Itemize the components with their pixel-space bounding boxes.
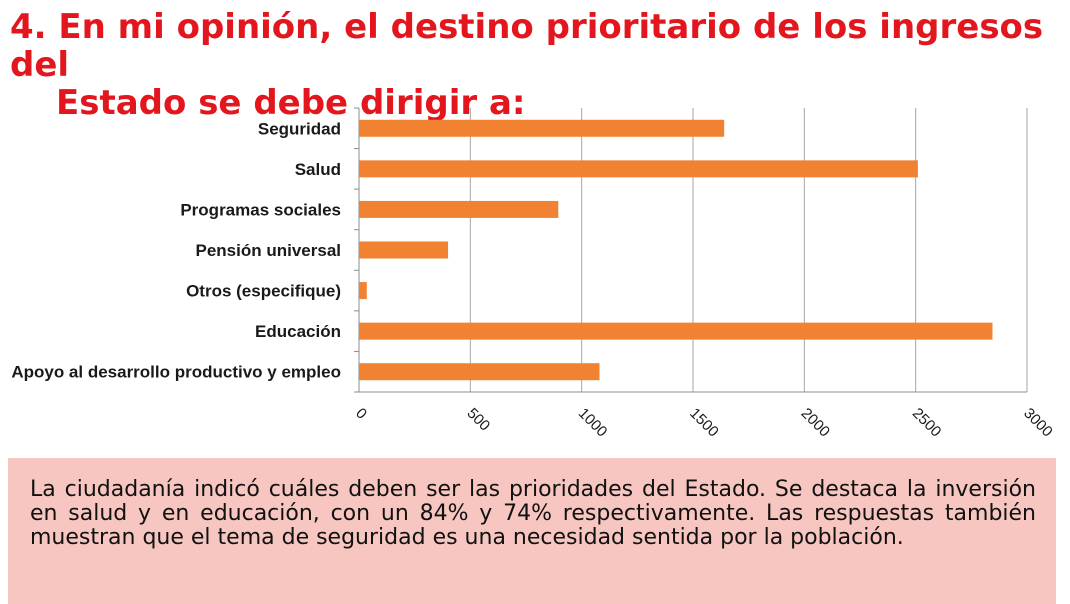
- summary-text: La ciudadanía indicó cuáles deben ser la…: [30, 477, 1036, 550]
- x-tick-label: 1500: [686, 405, 722, 441]
- summary-note: La ciudadanía indicó cuáles deben ser la…: [8, 458, 1056, 604]
- bar-0: [359, 119, 725, 137]
- title-line-2: Estado se debe dirigir a:: [56, 83, 526, 123]
- x-tick-label: 0: [352, 405, 370, 423]
- bar-3: [359, 241, 449, 259]
- category-label: Apoyo al desarrollo productivo y empleo: [11, 363, 341, 382]
- x-tick-label: 2500: [909, 405, 945, 441]
- category-label: Seguridad: [258, 119, 341, 138]
- bar-chart: Seguridad Salud Programas sociales Pensión …: [11, 107, 1056, 441]
- category-label: Educación: [255, 322, 341, 341]
- bar-1: [359, 160, 918, 178]
- page-title: 4. En mi opinión, el destino prioritario…: [10, 8, 1060, 122]
- bar-5: [359, 322, 993, 340]
- category-label: Pensión universal: [196, 241, 342, 260]
- category-label: Otros (especifique): [186, 282, 341, 301]
- title-line-1: 4. En mi opinión, el destino prioritario…: [10, 7, 1044, 85]
- bar-2: [359, 200, 559, 218]
- x-tick-label: 3000: [1020, 405, 1056, 441]
- x-tick-label: 2000: [798, 405, 834, 441]
- bar-6: [359, 363, 600, 381]
- category-label: Salud: [295, 160, 341, 179]
- bar-4: [359, 282, 367, 300]
- x-tick-label: 500: [464, 405, 494, 435]
- x-tick-label: 1000: [575, 405, 611, 441]
- category-label: Programas sociales: [180, 200, 341, 219]
